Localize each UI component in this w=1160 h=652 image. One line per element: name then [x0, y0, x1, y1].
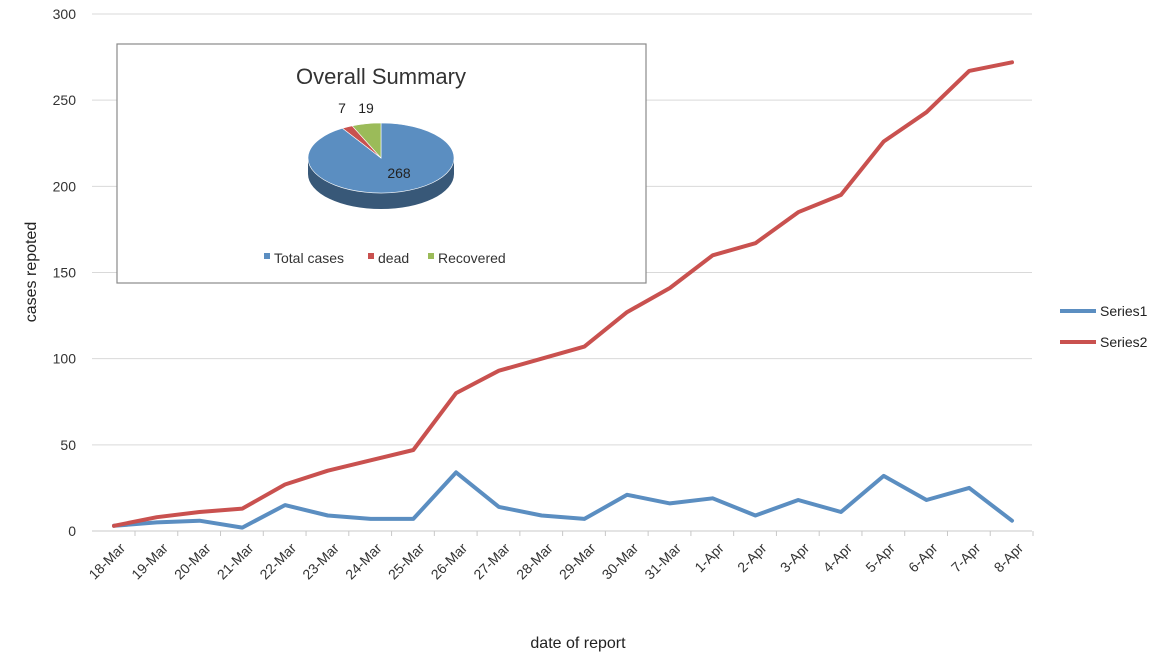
x-tick-label: 6-Apr [905, 540, 941, 576]
x-tick-label: 28-Mar [513, 540, 556, 583]
x-tick-label: 31-Mar [641, 540, 684, 583]
x-tick-label: 24-Mar [342, 540, 385, 583]
pie: 268 7 19 [307, 100, 455, 209]
x-tick-label: 20-Mar [171, 540, 214, 583]
pie-data-label: 268 [387, 165, 411, 181]
pie-legend-swatch [368, 253, 374, 259]
x-tick-label: 18-Mar [85, 540, 128, 583]
x-tick-label: 29-Mar [556, 540, 599, 583]
x-tick-label: 5-Apr [862, 540, 898, 576]
pie-legend-label: Total cases [274, 250, 344, 266]
inset-title: Overall Summary [296, 64, 466, 89]
legend-label: Series1 [1100, 303, 1148, 319]
x-tick-label: 30-Mar [599, 540, 642, 583]
x-axis-ticks: 18-Mar 19-Mar 20-Mar 21-Mar 22-Mar 23-Mar 24-M… [85, 531, 1034, 583]
pie-legend-label: Recovered [438, 250, 506, 266]
legend-label: Series2 [1100, 334, 1148, 350]
pie-legend-swatch [264, 253, 270, 259]
x-tick-label: 19-Mar [128, 540, 171, 583]
y-axis-ticks: 0 50 100 150 200 250 300 [53, 6, 77, 539]
x-tick-label: 2-Apr [734, 540, 770, 576]
x-tick-label: 27-Mar [470, 540, 513, 583]
pie-legend: Total cases dead Recovered [264, 250, 506, 266]
x-tick-label: 8-Apr [991, 540, 1027, 576]
y-tick-label: 200 [53, 178, 77, 194]
y-tick-label: 50 [60, 437, 76, 453]
pie-side-wall [308, 158, 454, 209]
x-tick-label: 26-Mar [428, 540, 471, 583]
y-axis-title: cases repoted [23, 222, 40, 323]
x-tick-label: 25-Mar [385, 540, 428, 583]
y-tick-label: 300 [53, 6, 77, 22]
inset-pie-chart: Overall Summary 268 7 19 Total cases dead Re… [116, 43, 647, 284]
y-tick-label: 250 [53, 92, 77, 108]
x-tick-label: 21-Mar [214, 540, 257, 583]
x-tick-label: 7-Apr [948, 540, 984, 576]
pie-legend-swatch [428, 253, 434, 259]
series-line-series2 [112, 60, 1014, 528]
y-tick-label: 100 [53, 351, 77, 367]
legend: Series1 Series2 [1060, 303, 1148, 350]
x-tick-label: 23-Mar [299, 540, 342, 583]
pie-data-label: 19 [358, 100, 374, 116]
x-tick-label: 4-Apr [820, 540, 856, 576]
x-tick-label: 3-Apr [777, 540, 813, 576]
series-lines [112, 60, 1014, 530]
x-tick-label: 1-Apr [691, 540, 727, 576]
x-tick-label: 22-Mar [256, 540, 299, 583]
x-axis-title: date of report [530, 635, 626, 652]
pie-data-label: 7 [338, 100, 346, 116]
pie-slice-recovered [351, 122, 382, 159]
series-line-series1 [112, 470, 1014, 530]
pie-legend-label: dead [378, 250, 409, 266]
y-tick-label: 0 [68, 523, 76, 539]
y-tick-label: 150 [53, 265, 77, 281]
